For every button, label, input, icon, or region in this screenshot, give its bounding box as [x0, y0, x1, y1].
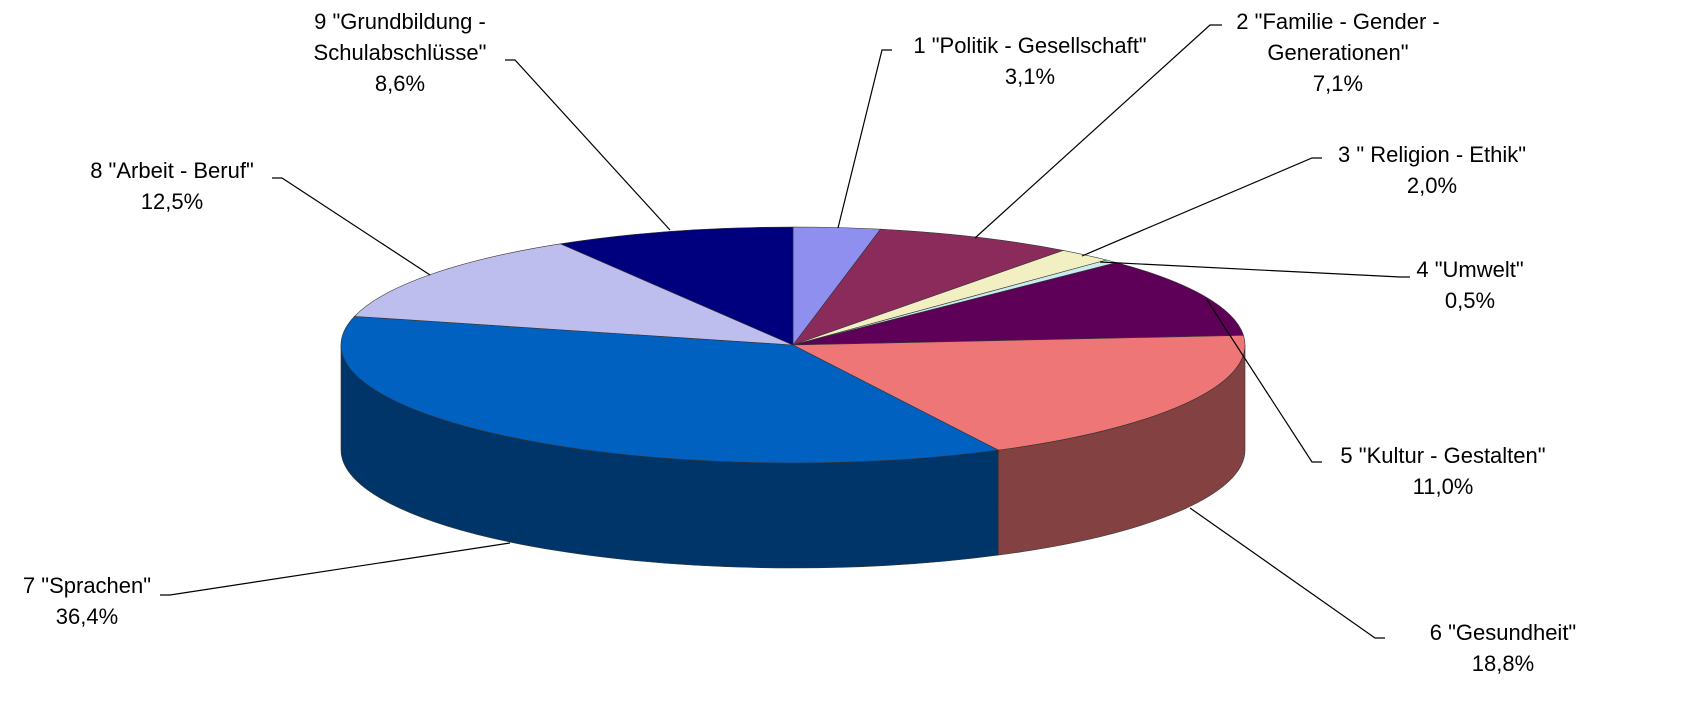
slice-label: 5 "Kultur - Gestalten" 11,0%	[1293, 440, 1593, 502]
category-label: 7 "Sprachen"	[22, 573, 152, 598]
value-label: 12,5%	[140, 189, 204, 214]
category-label: 5 "Kultur - Gestalten"	[1340, 443, 1546, 468]
leader-line	[1206, 299, 1322, 463]
leader-line	[1081, 157, 1322, 257]
slice-label: 9 "Grundbildung - Schulabschlüsse" 8,6%	[270, 6, 530, 99]
slice	[559, 226, 794, 346]
leader-line	[1189, 507, 1385, 639]
value-label: 8,6%	[374, 71, 426, 96]
leader-line	[974, 24, 1222, 239]
leader-line	[505, 59, 671, 231]
category-label: 6 "Gesundheit"	[1429, 620, 1577, 645]
value-label: 2,0%	[1406, 173, 1458, 198]
slice	[792, 335, 1246, 451]
slice-label: 2 "Familie - Gender - Generationen" 7,1%	[1188, 6, 1488, 99]
category-label: 9 "Grundbildung - Schulabschlüsse"	[313, 9, 487, 65]
slice-label: 4 "Umwelt" 0,5%	[1370, 254, 1570, 316]
category-label: 3 " Religion - Ethik"	[1337, 142, 1527, 167]
category-label: 8 "Arbeit - Beruf"	[90, 158, 254, 183]
slice-label: 8 "Arbeit - Beruf" 12,5%	[52, 155, 292, 217]
leader-line	[837, 49, 892, 229]
slice-label: 7 "Sprachen" 36,4%	[0, 570, 187, 632]
category-label: 4 "Umwelt"	[1416, 257, 1524, 282]
slice-label: 6 "Gesundheit" 18,8%	[1373, 617, 1633, 679]
value-label: 3,1%	[1004, 64, 1056, 89]
leader-line	[160, 542, 511, 596]
category-label: 1 "Politik - Gesellschaft"	[913, 33, 1147, 58]
value-label: 18,8%	[1471, 651, 1535, 676]
slice-label: 3 " Religion - Ethik" 2,0%	[1282, 139, 1582, 201]
category-label: 2 "Familie - Gender - Generationen"	[1236, 9, 1440, 65]
value-label: 11,0%	[1412, 474, 1474, 499]
slice	[792, 262, 1244, 346]
leader-line	[272, 177, 431, 276]
value-label: 7,1%	[1312, 71, 1364, 96]
value-label: 0,5%	[1444, 288, 1496, 313]
leader-line	[1099, 261, 1410, 278]
value-label: 36,4%	[55, 604, 119, 629]
slice-label: 1 "Politik - Gesellschaft" 3,1%	[870, 30, 1190, 92]
slice	[340, 316, 1000, 464]
